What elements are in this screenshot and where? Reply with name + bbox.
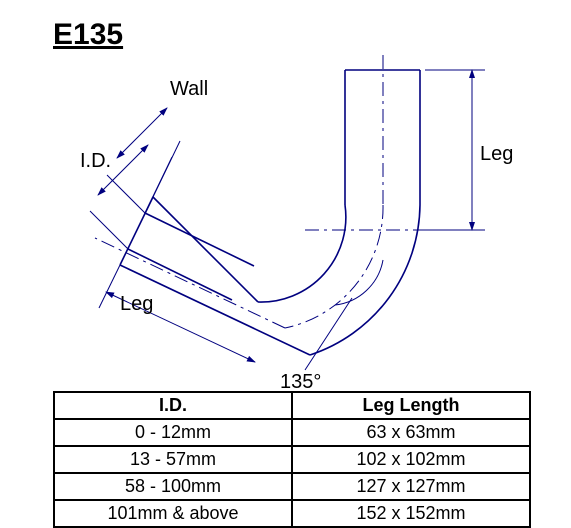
cell: 58 - 100mm: [54, 473, 292, 500]
cell: 63 x 63mm: [292, 419, 530, 446]
cell: 102 x 102mm: [292, 446, 530, 473]
centerlines: [95, 55, 470, 328]
dimension-lines: [90, 70, 485, 370]
table-row: 58 - 100mm 127 x 127mm: [54, 473, 530, 500]
label-angle: 135°: [280, 371, 321, 393]
table-row: 0 - 12mm 63 x 63mm: [54, 419, 530, 446]
table-row: 101mm & above 152 x 152mm: [54, 500, 530, 527]
cell: 101mm & above: [54, 500, 292, 527]
elbow-diagram: Wall I.D. Leg Leg 135°: [0, 0, 571, 400]
label-leg-left: Leg: [120, 293, 153, 315]
label-id: I.D.: [80, 150, 111, 172]
table-row: 13 - 57mm 102 x 102mm: [54, 446, 530, 473]
label-leg-right: Leg: [480, 143, 513, 165]
col-leg: Leg Length: [292, 392, 530, 419]
table-header-row: I.D. Leg Length: [54, 392, 530, 419]
cell: 0 - 12mm: [54, 419, 292, 446]
cell: 127 x 127mm: [292, 473, 530, 500]
col-id: I.D.: [54, 392, 292, 419]
pipe-outline: [120, 70, 420, 355]
cell: 13 - 57mm: [54, 446, 292, 473]
spec-table: I.D. Leg Length 0 - 12mm 63 x 63mm 13 - …: [53, 391, 531, 528]
cell: 152 x 152mm: [292, 500, 530, 527]
label-wall: Wall: [170, 78, 208, 100]
